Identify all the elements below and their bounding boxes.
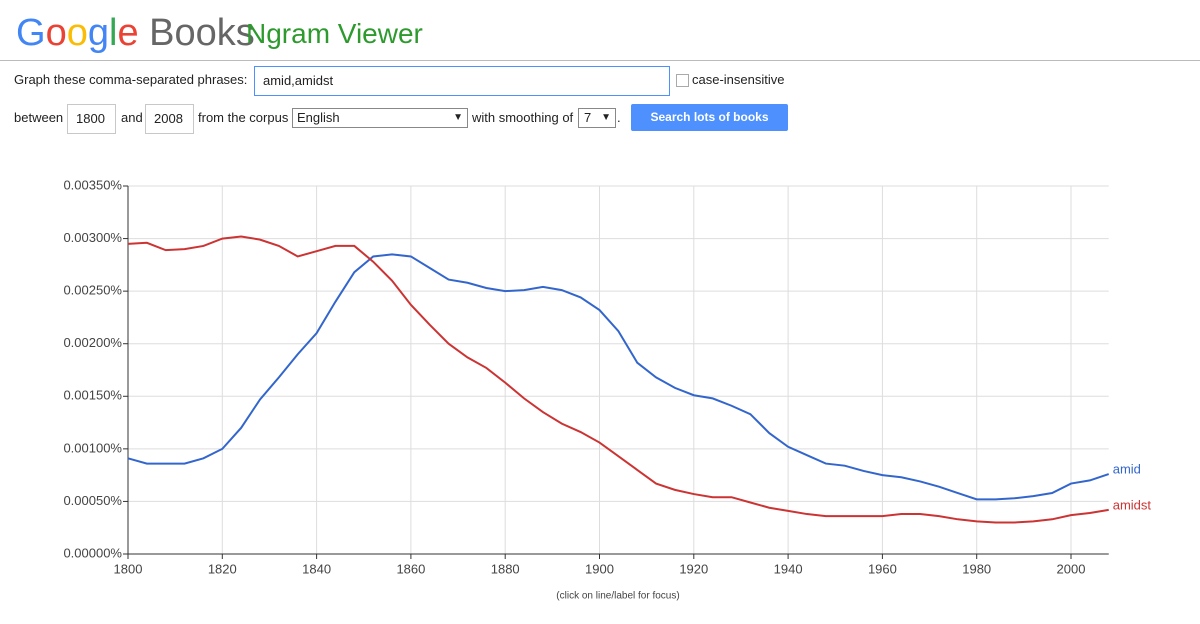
logo: Google Books — [16, 8, 255, 58]
logo-google: Google — [16, 12, 139, 54]
y-tick-label: 0.00000% — [63, 545, 122, 560]
x-tick-label: 1900 — [585, 561, 614, 576]
case-checkbox[interactable] — [676, 74, 689, 87]
between-label: between — [14, 110, 64, 125]
corpus-value: English — [297, 110, 340, 125]
chart-note: (click on line/label for focus) — [556, 591, 679, 602]
x-tick-label: 1860 — [396, 561, 425, 576]
y-tick-label: 0.00250% — [63, 283, 122, 298]
y-tick-label: 0.00350% — [63, 177, 122, 192]
phrases-input[interactable]: amid,amidst — [254, 66, 670, 96]
corpus-select[interactable]: English ▼ — [292, 108, 468, 128]
x-tick-label: 1960 — [868, 561, 897, 576]
y-tick-label: 0.00050% — [63, 493, 122, 508]
app-title: Ngram Viewer — [246, 18, 423, 49]
x-tick-label: 1920 — [679, 561, 708, 576]
x-tick-label: 2000 — [1057, 561, 1086, 576]
logo-books: Books — [149, 12, 255, 54]
y-tick-label: 0.00100% — [63, 440, 122, 455]
y-tick-label: 0.00150% — [63, 388, 122, 403]
search-button[interactable]: Search lots of books — [631, 104, 788, 131]
x-tick-label: 1840 — [302, 561, 331, 576]
divider — [0, 60, 1200, 61]
series-line — [127, 253, 1110, 501]
smoothing-value: 7 — [584, 110, 592, 125]
end-year[interactable]: 2008 — [145, 104, 194, 134]
series-line — [127, 235, 1109, 524]
smoothing-select[interactable]: 7 ▼ — [578, 108, 616, 128]
x-tick-label: 1980 — [962, 561, 991, 576]
x-tick-label: 1940 — [774, 561, 803, 576]
x-tick-label: 1880 — [491, 561, 520, 576]
y-tick-label: 0.00300% — [63, 230, 122, 245]
case-label: case-insensitive — [692, 72, 785, 87]
x-tick-label: 1800 — [114, 561, 143, 576]
x-tick-label: 1820 — [208, 561, 237, 576]
phrases-label: Graph these comma-separated phrases: — [14, 72, 248, 87]
start-year[interactable]: 1800 — [67, 104, 116, 134]
corpus-label: from the corpus — [198, 110, 289, 125]
and-label: and — [121, 110, 143, 125]
series-label[interactable]: amid — [1113, 462, 1141, 477]
series-label[interactable]: amidst — [1113, 497, 1152, 512]
smoothing-label: with smoothing of — [472, 110, 574, 125]
period: . — [617, 110, 621, 125]
y-tick-label: 0.00200% — [63, 335, 122, 350]
